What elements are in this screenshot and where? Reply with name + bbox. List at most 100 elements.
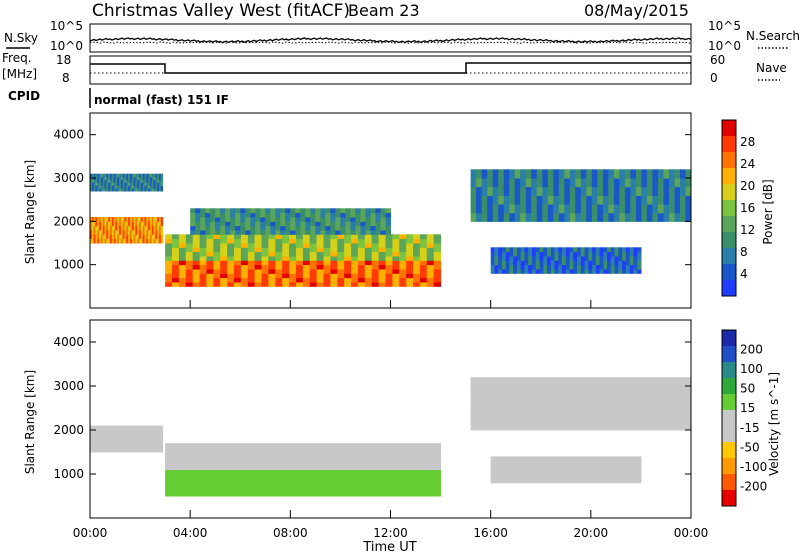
heatmap-cell	[608, 403, 615, 413]
heatmap-cell	[330, 273, 338, 279]
heatmap-cell	[525, 412, 532, 422]
cpid-label: CPID	[8, 89, 40, 103]
heatmap-cell	[470, 394, 477, 405]
heatmap-cell	[108, 185, 111, 189]
noise-top-tick-right: 10^5	[708, 19, 741, 33]
heatmap-cell	[108, 443, 111, 449]
heatmap-cell	[146, 182, 149, 186]
heatmap-cell	[268, 491, 276, 497]
heatmap-cell	[93, 188, 96, 192]
heatmap-cell	[371, 269, 380, 274]
heatmap-cell	[91, 179, 95, 183]
heatmap-cell	[108, 434, 111, 440]
heatmap-cell	[378, 264, 386, 270]
heatmap-cell	[624, 178, 631, 188]
heatmap-cell	[99, 238, 102, 244]
heatmap-cell	[413, 260, 421, 266]
heatmap-cell	[569, 169, 576, 179]
heatmap-cell	[230, 221, 236, 227]
heatmap-cell	[554, 474, 559, 479]
heatmap-cell	[240, 243, 249, 248]
heatmap-cell	[641, 169, 648, 179]
heatmap-cell	[93, 225, 96, 231]
heatmap-cell	[285, 208, 291, 214]
freq-unit-label: [MHz]	[2, 67, 37, 81]
heatmap-cell	[602, 169, 609, 179]
heatmap-cell	[129, 438, 133, 444]
heatmap-cell	[113, 185, 116, 189]
heatmap-cell	[200, 208, 206, 214]
heatmap-cell	[97, 443, 100, 449]
heatmap-cell	[344, 452, 352, 457]
heatmap-cell	[289, 474, 297, 479]
heatmap-cell	[111, 185, 115, 189]
heatmap-cell	[302, 474, 311, 479]
heatmap-cell	[195, 212, 201, 218]
heatmap-cell	[433, 474, 442, 479]
heatmap-cell	[498, 465, 503, 471]
heatmap-cell	[234, 264, 242, 270]
heatmap-cell	[254, 465, 262, 471]
heatmap-cell	[564, 204, 571, 214]
heatmap-cell	[330, 221, 336, 227]
heatmap-cell	[149, 217, 153, 222]
heatmap-cell	[185, 269, 194, 274]
heatmap-cell	[470, 421, 477, 431]
heatmap-cell	[302, 452, 311, 457]
heatmap-cell	[302, 243, 311, 248]
heatmap-cell	[539, 251, 544, 257]
heatmap-cell	[345, 225, 351, 231]
heatmap-cell	[528, 456, 533, 462]
heatmap-cell	[296, 482, 304, 488]
heatmap-cell	[275, 474, 283, 479]
heatmap-cell	[599, 469, 604, 475]
heatmap-cell	[641, 212, 648, 222]
heatmap-cell	[275, 465, 283, 471]
heatmap-cell	[562, 469, 567, 475]
heatmap-cell	[309, 251, 318, 257]
heatmap-cell	[227, 447, 235, 453]
heatmap-cell	[185, 273, 194, 279]
heatmap-cell	[635, 204, 642, 214]
heatmap-cell	[172, 482, 180, 488]
heatmap-cell	[592, 247, 597, 253]
heatmap-cell	[633, 260, 638, 266]
x-tick-label: 20:00	[574, 526, 609, 540]
heatmap-cell	[520, 403, 527, 413]
heatmap-cell	[586, 412, 593, 422]
heatmap-cell	[206, 256, 214, 261]
heatmap-cell	[351, 487, 359, 493]
heatmap-cell	[296, 251, 304, 257]
heatmap-cell	[492, 403, 499, 413]
heatmap-cell	[330, 443, 338, 449]
heatmap-cell	[406, 277, 414, 283]
heatmap-cell	[380, 230, 386, 235]
heatmap-cell	[240, 260, 249, 266]
heatmap-cell	[309, 456, 318, 462]
heatmap-cell	[413, 247, 421, 253]
heatmap-cell	[603, 260, 608, 266]
heatmap-cell	[178, 491, 187, 497]
heatmap-cell	[562, 456, 567, 462]
heatmap-cell	[470, 403, 477, 413]
heatmap-cell	[419, 465, 428, 471]
heatmap-cell	[646, 394, 653, 405]
heatmap-cell	[210, 208, 216, 214]
heatmap-cell	[148, 434, 151, 440]
heatmap-cell	[268, 260, 276, 266]
heatmap-cell	[603, 478, 608, 484]
heatmap-cell	[316, 456, 324, 462]
heatmap-cell	[128, 185, 131, 189]
heatmap-cell	[323, 452, 331, 457]
heatmap-cell	[104, 182, 107, 186]
heatmap-cell	[235, 212, 241, 218]
heatmap-cell	[110, 185, 113, 189]
heatmap-cell	[351, 469, 359, 475]
heatmap-cell	[337, 247, 345, 253]
heatmap-cell	[100, 447, 104, 453]
heatmap-cell	[624, 212, 631, 222]
heatmap-cell	[663, 195, 670, 205]
heatmap-cell	[119, 425, 122, 431]
heatmap-cell	[364, 491, 373, 497]
heatmap-cell	[120, 430, 124, 435]
